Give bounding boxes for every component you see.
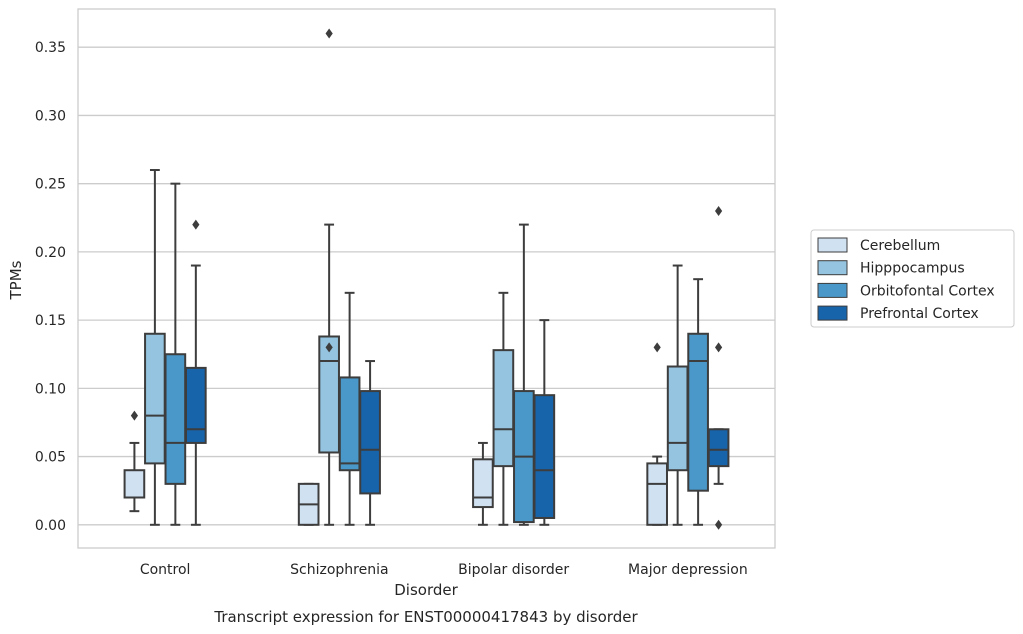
box bbox=[144, 169, 166, 526]
y-tick-label: 0.30 bbox=[35, 108, 66, 124]
box-body bbox=[318, 335, 340, 454]
box-body bbox=[164, 353, 187, 485]
outlier-point bbox=[130, 410, 139, 421]
box bbox=[164, 182, 187, 526]
box-body bbox=[707, 428, 730, 468]
legend-swatch bbox=[817, 282, 848, 298]
box-body bbox=[533, 394, 556, 519]
y-tick-label: 0.25 bbox=[35, 177, 66, 193]
x-tick-label: Control bbox=[140, 562, 191, 578]
y-tick-label: 0.05 bbox=[35, 450, 66, 466]
box bbox=[492, 291, 515, 526]
box bbox=[185, 219, 207, 526]
box-body bbox=[123, 469, 146, 499]
y-tick-label: 0.20 bbox=[35, 245, 66, 261]
box bbox=[297, 482, 320, 526]
legend-swatch bbox=[817, 260, 848, 276]
legend-label: Prefrontal Cortex bbox=[860, 306, 979, 322]
legend-swatch bbox=[817, 305, 848, 321]
box bbox=[318, 28, 340, 526]
box bbox=[646, 342, 668, 526]
y-tick-labels: 0.00 0.05 0.10 0.15 0.20 0.25 0.30 0.35 bbox=[35, 40, 66, 534]
box-body bbox=[687, 332, 709, 492]
legend-frame bbox=[810, 229, 1015, 328]
outlier-point bbox=[714, 205, 723, 216]
outlier-point bbox=[325, 28, 333, 39]
box bbox=[687, 278, 709, 526]
figure-caption: Transcript expression for ENST0000041784… bbox=[213, 608, 638, 626]
y-tick-label: 0.15 bbox=[35, 313, 66, 329]
box bbox=[123, 410, 146, 513]
box-body bbox=[359, 390, 381, 495]
y-axis-label: TPMs bbox=[7, 260, 25, 300]
box bbox=[707, 205, 730, 530]
box-body bbox=[185, 366, 207, 444]
x-tick-labels: Control Schizophrenia Bipolar disorder Majo… bbox=[140, 562, 748, 578]
box bbox=[666, 264, 689, 526]
x-tick-label: Bipolar disorder bbox=[458, 562, 569, 578]
box-body bbox=[646, 462, 668, 526]
box-body bbox=[472, 458, 494, 509]
legend-label: Orbitofontal Cortex bbox=[860, 283, 995, 299]
outlier-point bbox=[714, 342, 723, 353]
box bbox=[533, 319, 556, 526]
box bbox=[359, 360, 381, 526]
outlier-point bbox=[653, 342, 661, 353]
box-series bbox=[123, 28, 730, 530]
plot-frame bbox=[77, 8, 776, 549]
y-tick-label: 0.35 bbox=[35, 40, 66, 56]
box bbox=[513, 223, 535, 526]
box bbox=[338, 291, 361, 526]
x-tick-label: Major depression bbox=[628, 562, 748, 578]
outlier-point bbox=[192, 219, 200, 230]
y-tick-label: 0.00 bbox=[35, 518, 66, 534]
legend-label: Cerebellum bbox=[860, 238, 940, 254]
outlier-point bbox=[714, 519, 723, 530]
legend: Cerebellum Hipppocampus Orbitofontal Corte… bbox=[810, 229, 1015, 328]
outlier-point bbox=[325, 342, 333, 353]
x-tick-label: Schizophrenia bbox=[290, 562, 388, 578]
legend-label: Hipppocampus bbox=[860, 261, 965, 277]
y-tick-label: 0.10 bbox=[35, 381, 66, 397]
box-body bbox=[144, 332, 166, 465]
box-body bbox=[338, 376, 361, 472]
box-body bbox=[666, 365, 689, 472]
x-axis-label: Disorder bbox=[394, 581, 458, 599]
box-body bbox=[492, 349, 515, 468]
legend-swatch bbox=[817, 237, 848, 253]
box bbox=[472, 441, 494, 526]
